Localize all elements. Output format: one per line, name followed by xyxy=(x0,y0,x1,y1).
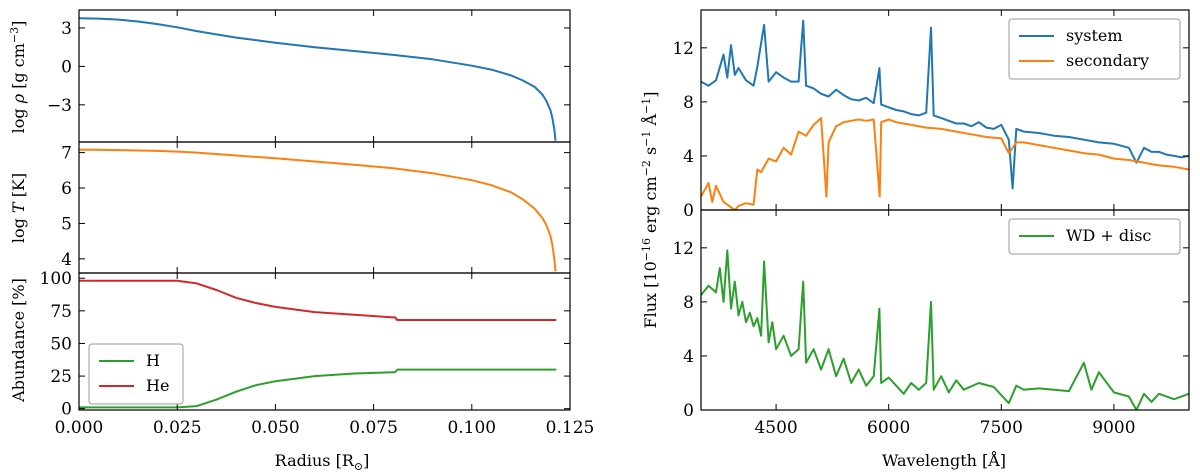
x-tick-label: 0.000 xyxy=(55,418,104,438)
series-line-log-t xyxy=(79,148,557,272)
y-tick-label: −3 xyxy=(47,96,72,116)
y-tick-label: 8 xyxy=(683,293,694,313)
legend-label: He xyxy=(146,376,169,395)
series-line-system xyxy=(701,19,1189,190)
y-tick-label: 4 xyxy=(61,250,72,270)
y-tick-label: 4 xyxy=(683,347,694,367)
legend-label: WD + disc xyxy=(1066,226,1151,245)
legend-box xyxy=(1008,218,1181,255)
axes-frame xyxy=(700,209,1190,411)
y-tick-label: 0 xyxy=(683,201,694,221)
legend-box xyxy=(1008,18,1181,80)
axes-frame xyxy=(78,272,571,411)
axes-frame xyxy=(78,9,571,143)
x-tick-label: 4500 xyxy=(754,418,797,438)
legend-label: secondary xyxy=(1066,51,1149,70)
abundance-panel: 100 75 50 25 00.000 0.025 0.050 0.075 0.100 0.125… xyxy=(40,269,595,438)
density-panel: 3 0 −3 xyxy=(47,9,571,143)
y-tick-label: 0 xyxy=(61,57,72,77)
series-line-wd-disc xyxy=(701,249,1189,410)
y-tick-label: 4 xyxy=(683,147,694,167)
y-tick-label: 0 xyxy=(683,401,694,421)
y-tick-label: 12 xyxy=(672,239,694,259)
temperature-panel: 7 6 5 4 xyxy=(61,141,571,274)
series-line-h xyxy=(79,368,557,409)
y-tick-label: 12 xyxy=(672,39,694,59)
legend: system secondary xyxy=(1008,18,1181,80)
radius-xlabel: Radius [R⊙] xyxy=(275,451,370,473)
x-tick-label: 0.025 xyxy=(153,418,202,438)
x-tick-label: 0.100 xyxy=(447,418,496,438)
y-tick-label: 3 xyxy=(61,19,72,39)
x-tick-label: 7500 xyxy=(980,418,1023,438)
y-tick-label: 6 xyxy=(61,179,72,199)
spectrum-top-panel: 0 4 8 12 system secondary xyxy=(672,9,1190,221)
y-tick-label: 75 xyxy=(50,302,72,322)
legend: WD + disc xyxy=(1008,218,1181,255)
x-tick-label: 0.075 xyxy=(349,418,398,438)
legend: H He xyxy=(88,343,184,405)
y-tick-label: 25 xyxy=(50,367,72,387)
x-tick-label: 9000 xyxy=(1092,418,1135,438)
wavelength-xlabel: Wavelength [Å] xyxy=(882,450,1006,470)
legend-label: H xyxy=(146,351,160,370)
x-tick-label: 0.125 xyxy=(546,418,595,438)
y-tick-label: 100 xyxy=(40,269,72,289)
y-tick-label: 7 xyxy=(61,144,72,164)
y-tick-label: 50 xyxy=(50,334,72,354)
legend-label: system xyxy=(1066,26,1123,45)
x-tick-label: 0.050 xyxy=(251,418,300,438)
flux-ylabel: Flux [10−16 erg cm−2 s−1 Å−1] xyxy=(640,92,660,329)
abundance-ylabel: Abundance [%] xyxy=(9,278,28,403)
series-line-log-rho xyxy=(79,17,557,141)
series-line-he xyxy=(79,279,557,321)
y-tick-label: 8 xyxy=(683,93,694,113)
density-ylabel: log ρ [g cm−3] xyxy=(8,21,28,134)
y-tick-label: 5 xyxy=(61,214,72,234)
spectrum-bottom-panel: 0 4 8 12 4500 6000 7500 9000 WD + disc xyxy=(672,209,1190,438)
legend-box xyxy=(88,343,184,405)
temperature-ylabel: log T [K] xyxy=(9,173,28,243)
series-line-secondary xyxy=(701,117,1189,210)
x-tick-label: 6000 xyxy=(867,418,910,438)
y-tick-label: 0 xyxy=(61,400,72,420)
